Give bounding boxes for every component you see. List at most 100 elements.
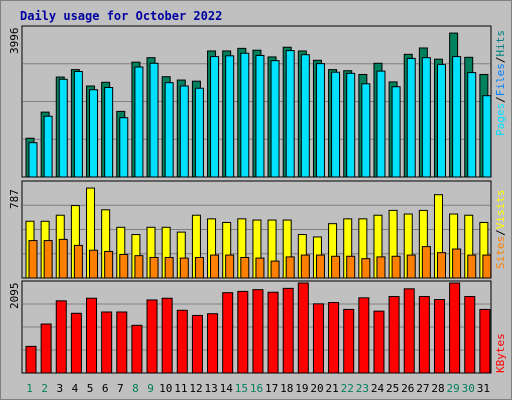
bar-files-1 — [28, 142, 38, 178]
bar-files-26 — [406, 57, 416, 178]
bar-kbytes-18 — [282, 287, 294, 374]
legend-entry: / — [494, 229, 507, 236]
bar-files-12 — [194, 87, 204, 178]
bar-files-17 — [270, 60, 280, 178]
legend-entry: Hits — [494, 30, 507, 57]
bar-files-15 — [240, 52, 250, 178]
bar-sites-21 — [331, 255, 341, 279]
bar-kbytes-10 — [161, 297, 173, 374]
bar-files-29 — [452, 56, 462, 178]
bar-files-18 — [285, 50, 295, 178]
x-tick-label: 19 — [295, 382, 308, 395]
bar-files-27 — [421, 57, 431, 178]
legend-entry: Files — [494, 63, 507, 96]
x-tick-label: 9 — [147, 382, 154, 395]
x-tick-label: 16 — [250, 382, 263, 395]
bar-sites-16 — [255, 257, 265, 279]
bar-sites-5 — [89, 249, 99, 279]
legend-entry: KBytes — [494, 333, 507, 373]
y-max-label: 3996 — [8, 28, 21, 55]
x-tick-label: 17 — [265, 382, 278, 395]
bar-sites-12 — [194, 256, 204, 279]
bar-kbytes-1 — [25, 345, 37, 374]
bar-kbytes-19 — [297, 282, 309, 374]
bar-files-4 — [73, 70, 83, 178]
x-tick-label: 14 — [220, 382, 234, 395]
bar-kbytes-24 — [373, 310, 385, 374]
legend-hits-files-pages: Pages/Files/Hits — [494, 30, 507, 136]
bar-kbytes-12 — [191, 314, 203, 374]
bar-kbytes-5 — [86, 297, 98, 374]
bar-files-5 — [89, 89, 99, 178]
legend-entry: / — [494, 57, 507, 64]
x-tick-label: 24 — [371, 382, 385, 395]
bar-files-2 — [43, 115, 53, 178]
x-tick-label: 30 — [462, 382, 475, 395]
bar-files-6 — [104, 87, 114, 178]
bar-sites-29 — [452, 248, 462, 279]
bar-sites-19 — [300, 254, 310, 279]
bar-files-25 — [391, 86, 401, 178]
bar-files-22 — [346, 72, 356, 178]
bar-kbytes-28 — [433, 299, 445, 374]
bar-sites-25 — [391, 255, 401, 279]
bar-kbytes-11 — [176, 309, 188, 374]
bar-sites-11 — [179, 257, 189, 279]
bar-sites-14 — [225, 254, 235, 279]
bar-kbytes-8 — [131, 324, 143, 374]
x-tick-label: 28 — [431, 382, 444, 395]
bar-files-16 — [255, 54, 265, 178]
bar-sites-9 — [149, 256, 159, 279]
bar-files-31 — [482, 95, 492, 178]
x-tick-label: 8 — [132, 382, 139, 395]
x-tick-label: 21 — [326, 382, 339, 395]
bar-kbytes-31 — [479, 308, 491, 374]
bar-files-9 — [149, 62, 159, 178]
x-tick-label: 4 — [72, 382, 79, 395]
bar-kbytes-30 — [464, 296, 476, 374]
bar-kbytes-21 — [328, 302, 340, 374]
bar-sites-15 — [240, 256, 250, 279]
bar-sites-26 — [406, 254, 416, 279]
bar-sites-2 — [43, 240, 53, 279]
bar-kbytes-20 — [312, 303, 324, 374]
bar-kbytes-3 — [55, 300, 67, 374]
x-tick-label: 6 — [102, 382, 109, 395]
x-tick-label: 11 — [174, 382, 187, 395]
x-tick-label: 7 — [117, 382, 124, 395]
bar-sites-7 — [119, 253, 129, 279]
legend-entry: / — [494, 96, 507, 103]
bar-sites-18 — [285, 256, 295, 279]
bar-kbytes-13 — [207, 313, 219, 374]
x-tick-label: 1 — [26, 382, 33, 395]
bar-kbytes-15 — [237, 290, 249, 374]
bar-kbytes-4 — [70, 312, 82, 374]
bar-files-21 — [331, 71, 341, 178]
x-tick-label: 12 — [189, 382, 202, 395]
bar-kbytes-7 — [116, 311, 128, 374]
x-tick-label: 23 — [356, 382, 369, 395]
bar-files-30 — [467, 72, 477, 178]
bar-kbytes-27 — [418, 296, 430, 374]
chart-title: Daily usage for October 2022 — [20, 9, 222, 23]
x-tick-label: 27 — [416, 382, 429, 395]
x-tick-label: 25 — [386, 382, 399, 395]
x-tick-label: 2 — [41, 382, 48, 395]
bar-sites-30 — [467, 254, 477, 279]
bar-sites-22 — [346, 255, 356, 279]
legend-entry: Pages — [494, 103, 507, 136]
bar-files-23 — [361, 83, 371, 178]
bar-files-24 — [376, 70, 386, 178]
bar-sites-23 — [361, 258, 371, 279]
y-max-label: 787 — [8, 189, 21, 209]
bar-sites-17 — [270, 260, 280, 279]
bar-files-28 — [436, 63, 446, 178]
bar-files-11 — [179, 85, 189, 178]
bar-sites-6 — [104, 250, 114, 279]
bar-sites-27 — [421, 246, 431, 279]
y-max-label: 2095 — [8, 283, 21, 310]
bar-files-20 — [315, 63, 325, 178]
bar-sites-20 — [315, 254, 325, 279]
